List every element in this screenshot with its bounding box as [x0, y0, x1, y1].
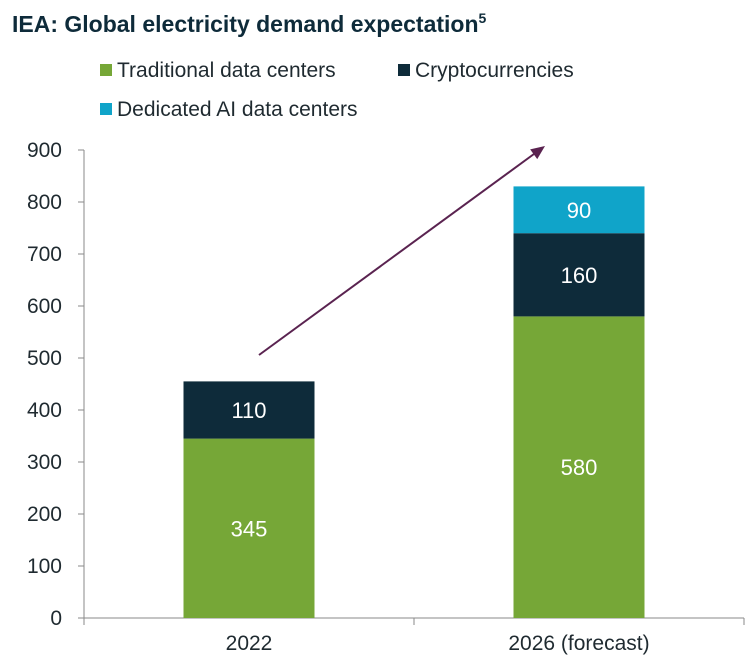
- y-tick-label: 100: [27, 555, 62, 578]
- legend-label-2: Cryptocurrencies: [415, 59, 574, 82]
- chart-title-footnote: 5: [478, 10, 487, 26]
- x-axis: 2022 2026 (forecast): [83, 617, 745, 655]
- y-tick-label: 300: [27, 451, 62, 474]
- x-category-label: 2022: [226, 632, 273, 655]
- y-tick-label: 800: [27, 191, 62, 214]
- trend-arrow-line: [258, 151, 537, 356]
- legend-label-3: Dedicated AI data centers: [117, 98, 358, 121]
- legend-swatch-1: [100, 64, 112, 76]
- bar-segment: [513, 186, 645, 234]
- data-label: 90: [567, 198, 591, 223]
- trend-arrow: [258, 146, 545, 356]
- y-tick-label: 600: [27, 295, 62, 318]
- legend-label-1: Traditional data centers: [117, 59, 336, 82]
- legend-swatch-3: [100, 103, 112, 115]
- y-axis: 0 100 200 300 400 500 600 700 800 900: [27, 139, 85, 630]
- y-tick-label: 700: [27, 243, 62, 266]
- bar-segment: [183, 381, 315, 439]
- y-tick-label: 900: [27, 139, 62, 162]
- y-tick-label: 500: [27, 347, 62, 370]
- bar-segment: [183, 438, 315, 618]
- bar-segment: [513, 316, 645, 618]
- y-tick-label: 400: [27, 399, 62, 422]
- x-category-label: 2026 (forecast): [508, 632, 649, 655]
- data-label: 160: [561, 263, 598, 288]
- data-label: 580: [561, 455, 598, 480]
- data-labels: 345 110 580 160 90: [231, 198, 598, 541]
- legend-swatch-2: [398, 64, 410, 76]
- data-label: 110: [231, 398, 266, 423]
- bars: [183, 186, 645, 618]
- y-tick-label: 0: [50, 607, 62, 630]
- legend: Traditional data centers Cryptocurrencies…: [100, 59, 574, 121]
- chart-title: IEA: Global electricity demand expectati…: [12, 10, 486, 38]
- trend-arrow-head: [530, 146, 545, 160]
- bar-segment: [513, 233, 645, 317]
- data-label: 345: [231, 516, 268, 541]
- y-tick-label: 200: [27, 503, 62, 526]
- chart-title-text: IEA: Global electricity demand expectati…: [12, 11, 479, 37]
